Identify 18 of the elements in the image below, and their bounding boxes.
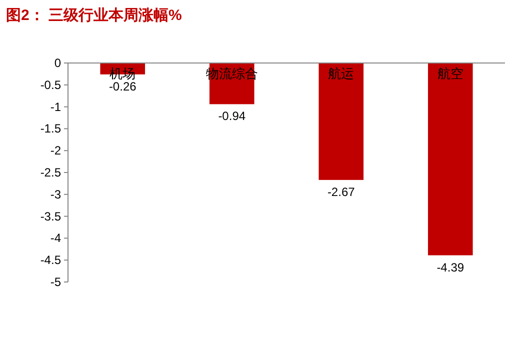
y-tick-label: -4 (50, 231, 62, 246)
data-label: -0.26 (108, 79, 137, 94)
data-label: -4.39 (436, 260, 464, 274)
chart-title: 图2： 三级行业本周涨幅% (6, 7, 182, 24)
y-tick-label: -3.5 (40, 209, 62, 224)
y-tick-label: -5 (50, 275, 62, 289)
y-tick-label: -4.5 (40, 253, 62, 268)
y-tick-label: -2 (50, 144, 62, 158)
y-tick-label: 0 (54, 56, 62, 70)
x-tick-label: 航运 (328, 66, 354, 81)
x-tick-label: 航空 (437, 66, 464, 81)
y-tick-label: -1.5 (40, 122, 62, 136)
y-tick-label: -2.5 (40, 166, 62, 180)
data-label: -2.67 (327, 184, 356, 199)
data-label: -0.94 (218, 109, 246, 124)
y-tick-label: -0.5 (40, 78, 62, 92)
y-tick-label: -3 (50, 187, 62, 202)
y-tick-label: -1 (50, 100, 62, 114)
